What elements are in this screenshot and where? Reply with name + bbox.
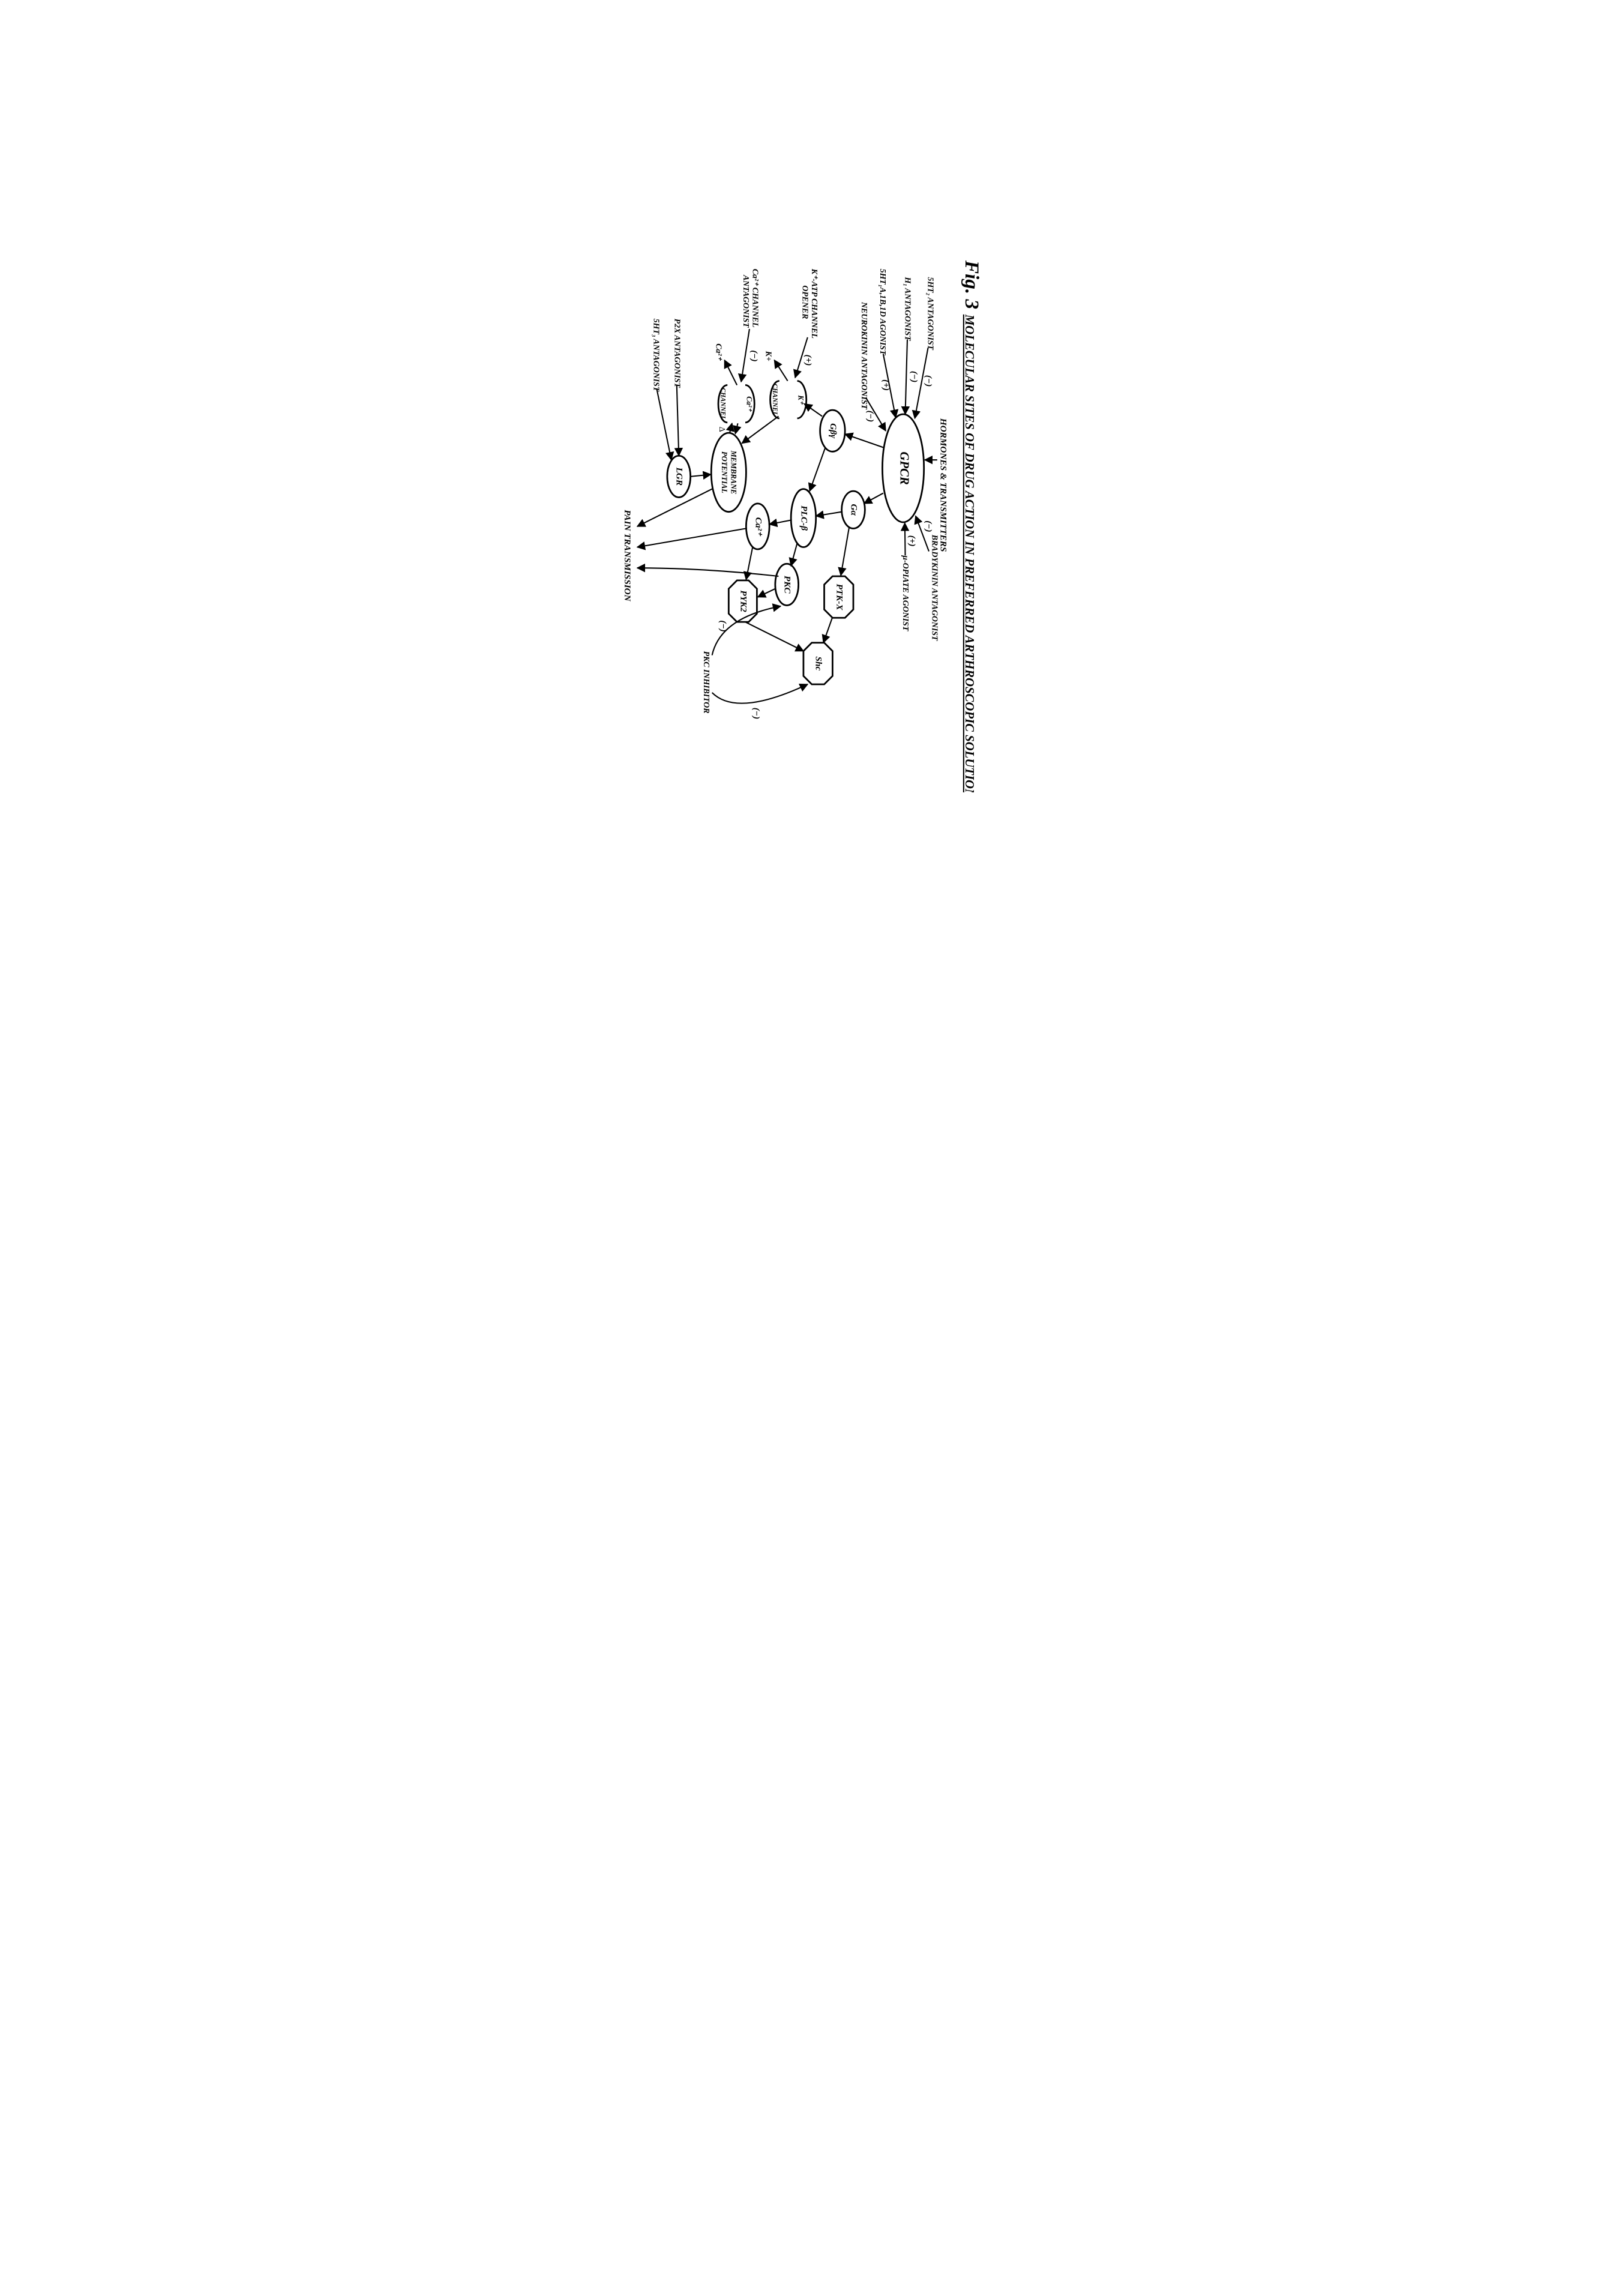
label-gpcr: GPCR — [897, 451, 910, 485]
arrow-pyk2-shc — [745, 622, 804, 651]
drug-5ht1: 5HT₁A,1B,1D AGONIST — [879, 269, 888, 355]
arrow-ca2-pyk2 — [746, 546, 752, 579]
label-cachan-ca: Ca²⁺ — [745, 396, 753, 412]
diagram-svg: Fig. 3 MOLECULAR SITES OF DRUG ACTION IN… — [409, 252, 1189, 792]
arrow-pkc-pain — [637, 568, 778, 576]
arrow-h1 — [905, 339, 907, 414]
label-kchan: CHANNEL — [770, 384, 778, 416]
sign-opiate: (+) — [907, 535, 917, 547]
sign-pkci1: (−) — [718, 620, 728, 631]
arrow-ca2-pain — [637, 528, 746, 547]
arrow-pkci-shc — [712, 684, 807, 704]
arrow-opiate — [904, 523, 905, 555]
drug-5ht3: 5HT₃ ANTAGONIST — [652, 319, 661, 392]
label-plcb: PLC-β — [799, 505, 809, 531]
ion-kplus: K+ — [764, 351, 773, 361]
drug-cach-l2: ANTAGONIST — [742, 274, 751, 328]
arrow-cachan-memb1 — [735, 423, 737, 433]
label-pkc: PKC — [782, 576, 792, 594]
drug-brady: BRADYKININ ANTAGONIST — [930, 534, 939, 641]
arrow-plcb-ca2 — [769, 520, 791, 525]
arrow-cachan-memb2 — [729, 423, 731, 433]
drug-katp-l2: OPENER — [801, 285, 810, 319]
label-memb-l1: MEMBRANE — [729, 450, 737, 495]
label-galpha: Gα — [849, 504, 859, 516]
arrow-caplus-out — [724, 360, 737, 385]
title: MOLECULAR SITES OF DRUG ACTION IN PREFER… — [962, 314, 975, 792]
arrow-5ht3 — [656, 389, 671, 460]
label-shc: Shc — [813, 657, 823, 671]
sign-pkci2: (−) — [751, 708, 761, 719]
ion-ca: Ca²⁺ — [714, 343, 723, 361]
label-pyk2: PYK2 — [738, 590, 748, 612]
label-ca2: Ca²⁺ — [753, 517, 763, 537]
drug-neuro: NEUROKININ ANTAGONIST — [859, 301, 868, 409]
figure-label: Fig. 3 — [960, 260, 982, 309]
arrow-gpcr-gbeta — [845, 434, 883, 447]
arrow-cach — [741, 329, 749, 382]
figure-container: Fig. 3 MOLECULAR SITES OF DRUG ACTION IN… — [409, 252, 1189, 792]
sign-brady: (−) — [924, 520, 934, 532]
sign-5ht2: (−) — [924, 375, 934, 387]
arrow-lgr-memb — [690, 474, 710, 476]
arrow-gpcr-galpha — [864, 493, 883, 504]
drug-p2x: P2X ANTAGONIST — [673, 319, 682, 388]
drug-h1: H₁ ANTAGONIST — [903, 277, 912, 342]
arrow-gbeta-kchan — [804, 404, 822, 417]
drug-katp-l1: K⁺-ATP CHANNEL — [810, 268, 819, 339]
arrow-gbeta-plcb — [810, 448, 825, 491]
arrow-p2x — [676, 385, 678, 456]
label-cachan: CHANNEL — [719, 388, 726, 420]
sign-katp: (+) — [803, 355, 813, 366]
subtitle: HORMONES & TRANSMITTERS — [938, 418, 948, 552]
sign-5ht1: (+) — [880, 379, 891, 391]
sign-neuro: (−) — [865, 411, 876, 422]
drug-pkc: PKC INHIBITOR — [701, 651, 710, 714]
drug-5ht2: 5HT₂ ANTAGONIST — [926, 277, 935, 351]
label-ptkx: PTK-X — [834, 584, 844, 611]
arrow-pkc-pyk2 — [757, 589, 775, 597]
drug-opiate: μ-OPIATE AGONIST — [901, 555, 910, 631]
arrow-galpha-ptkx — [841, 527, 849, 575]
arrow-plcb-pkc — [791, 543, 797, 566]
label-gbeta: Gβγ — [828, 423, 838, 439]
arrow-galpha-plcb — [816, 512, 841, 516]
label-lgr: LGR — [674, 467, 684, 486]
arrow-ptkx-shc — [823, 617, 832, 643]
sign-h1: (−) — [909, 371, 919, 382]
label-kchan-kplus: K⁺ — [796, 394, 805, 405]
delta: Δ — [718, 427, 727, 432]
label-memb-l2: POTENTIAL — [720, 451, 728, 493]
drug-cach-l1: Ca²⁺ CHANNEL — [751, 269, 760, 328]
sign-cach: (−) — [749, 350, 759, 361]
arrow-kplus-out — [774, 360, 787, 381]
outcome: PAIN TRANSMISSION — [622, 510, 632, 601]
